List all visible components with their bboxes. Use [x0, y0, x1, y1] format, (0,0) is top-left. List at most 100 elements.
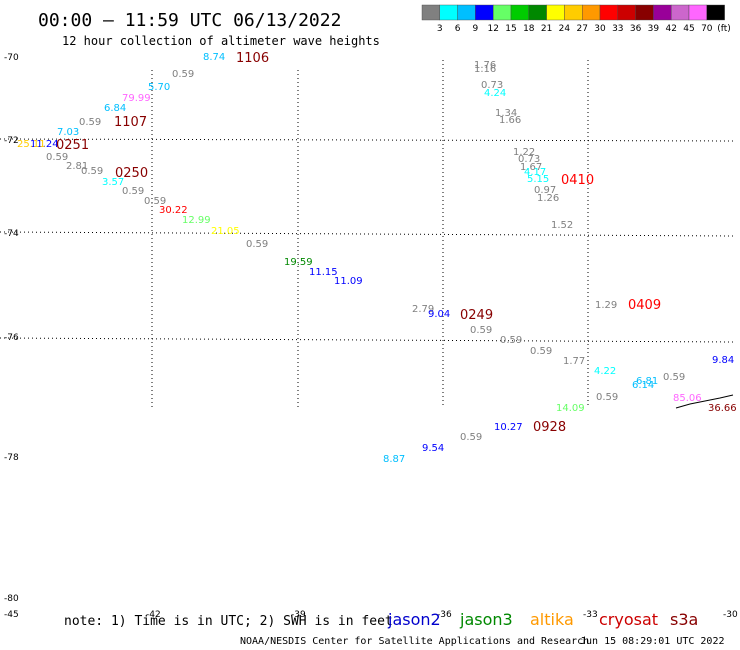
satellite-legend: jason2 jason3 altika cryosat s3a	[387, 610, 698, 629]
legend-swatch	[510, 4, 529, 21]
legend-tick-label: 27	[576, 24, 587, 34]
lon-tick-label: -33	[583, 610, 598, 620]
pass-time-label: 0410	[561, 173, 594, 188]
wave-height-label: 4.22	[594, 366, 616, 377]
legend-swatch	[635, 4, 654, 21]
legend-tick-label: 70	[701, 24, 713, 34]
legend-tick-label: 30	[594, 24, 606, 34]
pass-time-label: 1107	[114, 115, 147, 130]
wave-height-label: 9.54	[422, 443, 444, 454]
legend-swatch	[421, 4, 440, 21]
legend-swatch	[475, 4, 494, 21]
pass-time-labels: 1106 1107 0251 0250 0410 0249 0409 0928	[56, 51, 661, 435]
wave-height-label: 11.09	[334, 276, 363, 287]
wave-height-label: 0.59	[470, 325, 492, 336]
wave-height-label: 25.11	[17, 139, 46, 150]
legend-swatch	[671, 4, 690, 21]
wave-height-label: 21.05	[211, 226, 240, 237]
wave-height-label: 3.57	[102, 177, 124, 188]
wave-height-label: 0.59	[172, 69, 194, 80]
map-title: 00:00 – 11:59 UTC 06/13/2022	[38, 10, 341, 31]
wave-height-label: 1.77	[563, 356, 585, 367]
legend-swatch	[706, 4, 725, 21]
wave-height-label: 12.99	[182, 215, 211, 226]
wave-height-label: 0.59	[596, 392, 618, 403]
wave-height-label: 1.66	[499, 115, 521, 126]
wave-height-label: 7.03	[57, 127, 79, 138]
wave-height-label: 14.09	[556, 403, 585, 414]
wave-height-label: 0.97	[534, 185, 556, 196]
credit-text: NOAA/NESDIS Center for Satellite Applica…	[240, 636, 589, 647]
wave-height-label: 0.73	[481, 80, 503, 91]
wave-height-label: 11.24	[30, 139, 59, 150]
wave-height-label: 1.22	[513, 147, 535, 158]
pass-time-label: 0249	[460, 308, 493, 323]
wave-height-label: 1.26	[537, 193, 559, 204]
wave-height-label: 9.04	[428, 309, 450, 320]
legend-tick-label: 33	[612, 24, 623, 34]
legend-tick-label: 18	[523, 24, 535, 34]
pass-time-label: 0250	[115, 166, 148, 181]
wave-height-label: 8.87	[383, 454, 405, 465]
wave-height-labels: 8.740.595.7079.996.840.597.0311.2425.110…	[17, 52, 737, 465]
legend-swatch	[564, 4, 583, 21]
satellite-name: jason3	[459, 610, 513, 629]
wave-height-label: 1.34	[495, 108, 517, 119]
wave-height-label: 0.59	[500, 335, 522, 346]
wave-height-label: 4.24	[484, 88, 506, 99]
map-subtitle: 12 hour collection of altimeter wave hei…	[62, 34, 380, 48]
lon-tick-label: -45	[4, 610, 19, 620]
wave-height-label: 0.59	[122, 186, 144, 197]
pass-time-label: 0409	[628, 298, 661, 313]
legend-swatch	[688, 4, 707, 21]
wave-height-label: 1.52	[551, 220, 573, 231]
wave-height-label: 1.29	[595, 300, 617, 311]
wave-height-label: 0.59	[460, 432, 482, 443]
legend-tick-label: 39	[648, 24, 660, 34]
wave-height-label: 6.84	[104, 103, 126, 114]
wave-height-label: 19.59	[284, 257, 313, 268]
legend-tick-label: 42	[665, 24, 676, 34]
legend-swatch	[617, 4, 636, 21]
coastline	[675, 394, 734, 409]
latitude-line	[0, 231, 736, 237]
wave-height-label: 5.15	[527, 174, 549, 185]
footer-note: note: 1) Time is in UTC; 2) SWH is in fe…	[64, 614, 393, 629]
legend-unit: (ft)	[717, 24, 731, 34]
lat-tick-label: -80	[4, 594, 19, 604]
legend-swatch	[546, 4, 565, 21]
lat-tick-label: -72	[4, 136, 19, 146]
pass-time-label: 0928	[533, 420, 566, 435]
wave-height-label: 0.59	[663, 372, 685, 383]
wave-height-label: 1.67	[520, 162, 542, 173]
wave-height-label: 0.59	[81, 166, 103, 177]
legend-tick-label: 24	[559, 24, 571, 34]
lon-tick-label: -42	[146, 610, 161, 620]
wave-height-label: 2.81	[66, 161, 88, 172]
wave-height-label: 8.74	[203, 52, 225, 63]
legend-swatch	[599, 4, 618, 21]
latitude-line	[0, 138, 736, 142]
wave-height-label: 6.14	[632, 380, 654, 391]
wave-height-label: 4.17	[524, 167, 546, 178]
lon-tick-label: -30	[723, 610, 738, 620]
satellite-name: jason2	[387, 610, 441, 629]
color-scale-legend: 3 6 9 12 15 18 21 24 27 30 33 36 39 42 45 70 (ft)	[421, 4, 731, 34]
wave-height-label: 10.27	[494, 422, 523, 433]
lat-tick-label: -76	[4, 333, 19, 343]
satellite-name: altika	[530, 610, 574, 629]
legend-swatch	[493, 4, 512, 21]
legend-tick-label: 12	[487, 24, 498, 34]
legend-tick-label: 9	[473, 24, 479, 34]
lon-tick-label: -36	[437, 610, 452, 620]
wave-height-label: 0.59	[79, 117, 101, 128]
wave-height-label: 0.59	[530, 346, 552, 357]
latitude-labels: -70 -72 -74 -76 -78 -80	[4, 53, 19, 604]
lon-tick-label: -39	[291, 610, 306, 620]
satellite-name: s3a	[670, 610, 698, 629]
latitude-line	[0, 337, 736, 343]
satellite-name: cryosat	[599, 610, 658, 629]
legend-tick-label: 3	[437, 24, 443, 34]
